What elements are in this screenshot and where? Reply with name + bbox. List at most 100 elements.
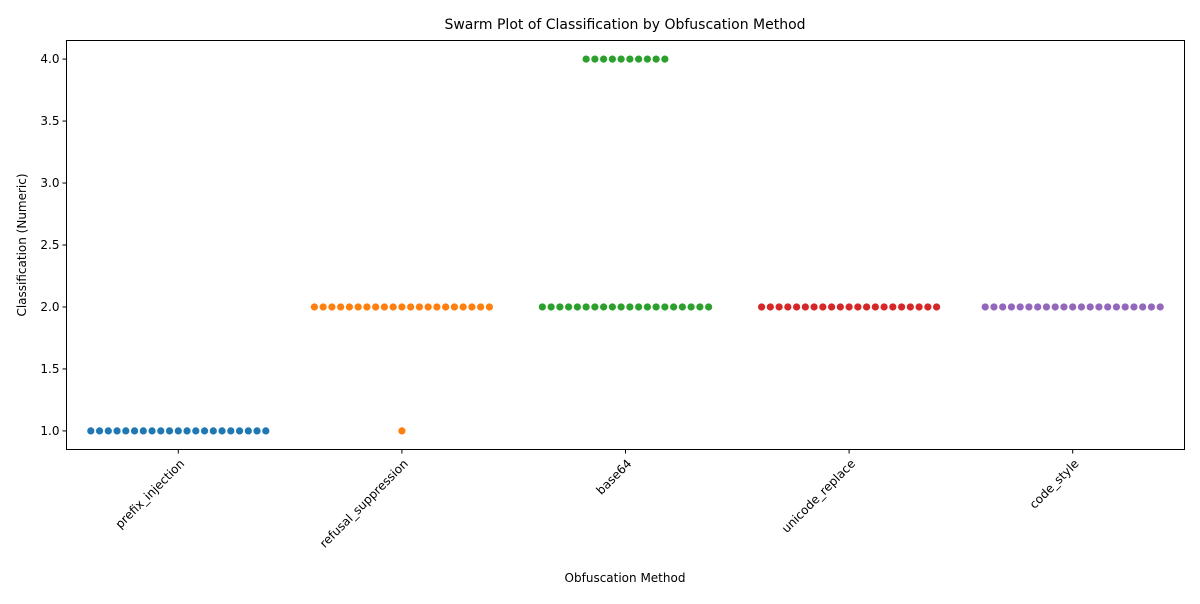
data-point bbox=[319, 303, 327, 311]
y-tick-label: 3.0 bbox=[40, 176, 59, 190]
data-point bbox=[793, 303, 801, 311]
x-tick-label: refusal_suppression bbox=[317, 457, 411, 551]
data-point bbox=[784, 303, 792, 311]
chart-title: Swarm Plot of Classification by Obfuscat… bbox=[444, 17, 805, 33]
data-point bbox=[626, 55, 634, 63]
data-point bbox=[148, 427, 156, 435]
y-tick-label: 1.5 bbox=[40, 362, 59, 376]
data-point bbox=[981, 303, 989, 311]
data-point bbox=[705, 303, 713, 311]
data-point bbox=[1077, 303, 1086, 311]
data-point bbox=[183, 427, 191, 435]
data-point bbox=[122, 427, 130, 435]
data-point bbox=[1147, 303, 1156, 311]
data-point bbox=[1025, 303, 1033, 311]
data-point bbox=[828, 303, 836, 311]
data-point bbox=[1104, 303, 1112, 311]
data-point bbox=[687, 303, 695, 311]
data-point bbox=[253, 427, 261, 435]
data-point bbox=[200, 427, 209, 435]
data-point bbox=[652, 55, 660, 63]
x-axis: prefix_injection refusal_suppression base6… bbox=[113, 449, 1082, 551]
x-tick-label: unicode_replace bbox=[779, 457, 858, 536]
data-point bbox=[1156, 303, 1164, 311]
data-point bbox=[626, 303, 634, 311]
data-point bbox=[565, 303, 573, 311]
data-point bbox=[635, 303, 643, 311]
data-point bbox=[758, 303, 766, 311]
data-point bbox=[209, 427, 217, 435]
data-point bbox=[157, 427, 165, 435]
data-point bbox=[227, 427, 235, 435]
y-tick-label: 4.0 bbox=[40, 52, 59, 66]
data-point bbox=[582, 303, 590, 311]
data-point bbox=[600, 55, 608, 63]
data-point bbox=[363, 303, 371, 311]
data-points bbox=[87, 55, 1164, 435]
data-point bbox=[608, 303, 616, 311]
data-point bbox=[871, 303, 879, 311]
data-point bbox=[95, 427, 104, 435]
data-point bbox=[643, 303, 651, 311]
data-point bbox=[1069, 303, 1077, 311]
data-point bbox=[810, 303, 818, 311]
data-point bbox=[1121, 303, 1129, 311]
data-point bbox=[608, 55, 616, 63]
data-point bbox=[113, 427, 121, 435]
data-point bbox=[1095, 303, 1103, 311]
data-point bbox=[591, 303, 599, 311]
data-point bbox=[1139, 303, 1147, 311]
data-point bbox=[1112, 303, 1121, 311]
data-point bbox=[407, 303, 415, 311]
data-point bbox=[924, 303, 932, 311]
data-point bbox=[477, 303, 485, 311]
data-point bbox=[670, 303, 678, 311]
data-point bbox=[459, 303, 467, 311]
data-point bbox=[1016, 303, 1024, 311]
data-point bbox=[617, 55, 625, 63]
data-point bbox=[244, 427, 252, 435]
data-point bbox=[906, 303, 914, 311]
data-point bbox=[424, 303, 432, 311]
data-point bbox=[617, 303, 625, 311]
data-point bbox=[1086, 303, 1094, 311]
data-point bbox=[766, 303, 774, 311]
data-point bbox=[174, 427, 182, 435]
data-point bbox=[661, 303, 669, 311]
data-point bbox=[591, 55, 599, 63]
data-point bbox=[337, 303, 345, 311]
data-point bbox=[775, 303, 783, 311]
data-point bbox=[582, 55, 590, 63]
data-point bbox=[999, 303, 1007, 311]
y-axis: 1.0 1.5 2.0 2.5 3.0 3.5 4.0 bbox=[40, 52, 67, 438]
data-point bbox=[1051, 303, 1059, 311]
data-point bbox=[863, 303, 871, 311]
data-point bbox=[556, 303, 564, 311]
data-point bbox=[678, 303, 686, 311]
data-point bbox=[547, 303, 555, 311]
data-point bbox=[889, 303, 897, 311]
data-point bbox=[442, 303, 450, 311]
x-tick-label: base64 bbox=[594, 457, 635, 498]
data-point bbox=[836, 303, 844, 311]
data-point bbox=[600, 303, 608, 311]
data-point bbox=[898, 303, 906, 311]
y-axis-label: Classification (Numeric) bbox=[15, 173, 29, 316]
data-point bbox=[468, 303, 476, 311]
y-tick-label: 2.5 bbox=[40, 238, 59, 252]
data-point bbox=[415, 303, 423, 311]
data-point bbox=[801, 303, 809, 311]
data-point bbox=[398, 427, 406, 435]
data-point bbox=[398, 303, 406, 311]
data-point bbox=[372, 303, 380, 311]
data-point bbox=[380, 303, 388, 311]
data-point bbox=[450, 303, 458, 311]
data-point bbox=[819, 303, 827, 311]
data-point bbox=[1007, 303, 1016, 311]
data-point bbox=[643, 55, 651, 63]
data-point bbox=[389, 303, 397, 311]
data-point bbox=[345, 303, 353, 311]
data-point bbox=[635, 55, 643, 63]
